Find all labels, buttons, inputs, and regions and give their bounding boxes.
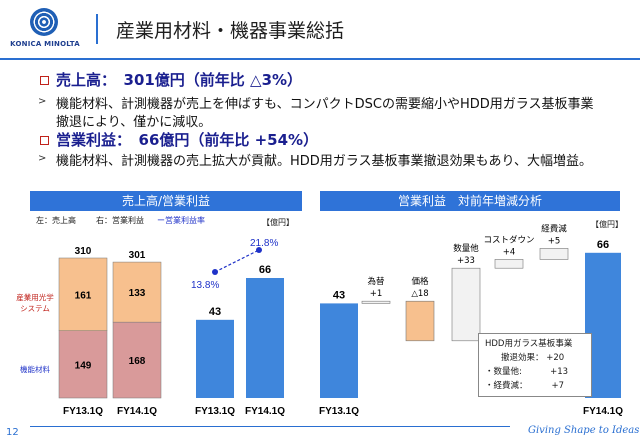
op-bullet-line1: 機能材料、計測機器の売上拡大が貢献。HDD用ガラス基板事業撤退効果もあり、大幅増… (56, 154, 593, 169)
waterfall-value-1: +1 (370, 289, 383, 299)
rate-label-1: 21.8% (250, 238, 278, 249)
waterfall-bar-2 (405, 300, 435, 342)
waterfall-bar-3 (451, 267, 481, 342)
callout-line3: ・経費減： +7 (485, 381, 564, 391)
footer-divider (30, 426, 510, 427)
page-number: 12 (6, 427, 19, 438)
hdd-callout: HDD用ガラス基板事業 撤退効果： +20 ・数量他: +13 ・経費減： +7 (478, 333, 592, 397)
company-logo-text: KONICA MINOLTA (10, 40, 80, 48)
bar-optics-0 (58, 257, 108, 331)
page-title: 産業用材料・機器事業総括 (116, 20, 345, 42)
footer-tagline: Giving Shape to Ideas (528, 425, 640, 436)
waterfall-name-4: コストダウン (483, 234, 534, 245)
label-materials-0: 149 (75, 360, 92, 371)
callout-line1: 撤退効果： +20 (501, 353, 565, 363)
bar-optics-1 (112, 261, 162, 323)
x-tick-profit-0: FY13.1Q (195, 406, 235, 417)
series-label-optics-1: 産業用光学 (16, 292, 54, 302)
rate-point-1 (256, 247, 262, 253)
waterfall-tick-0: FY13.1Q (319, 406, 359, 417)
legend-profit: 右：営業利益 (96, 216, 144, 225)
bar-materials-0 (58, 330, 108, 399)
waterfall-bar-0 (320, 303, 358, 398)
bullet-arrow-icon: > (38, 153, 47, 164)
company-logo-icon (30, 8, 58, 36)
waterfall-value-5: +5 (548, 236, 561, 246)
waterfall-value-3: +33 (457, 256, 475, 266)
waterfall-value-0: 43 (333, 289, 345, 301)
bar-profit-0 (196, 319, 234, 398)
series-label-materials: 機能材料 (20, 364, 50, 374)
sales-bullet-line1: 機能材料、計測機器が売上を伸ばすも、コンパクトDSCの需要縮小やHDD用ガラス基… (56, 97, 594, 112)
bullet-square-icon (40, 76, 49, 85)
bar-profit-1 (246, 278, 284, 398)
right-unit: 【億円】 (591, 220, 623, 229)
legend-rate: ー営業利益率 (157, 216, 205, 225)
x-tick-sales-1: FY14.1Q (117, 406, 157, 417)
sales-bullet-line2: 撤退により、僅かに減収。 (56, 115, 212, 130)
label-total-0: 310 (75, 246, 92, 257)
bullet-square-icon (40, 136, 49, 145)
x-tick-profit-1: FY14.1Q (245, 406, 285, 417)
sales-heading: 売上高： 301億円（前年比 △3%） (56, 71, 303, 89)
label-optics-0: 161 (75, 290, 92, 301)
x-tick-sales-0: FY13.1Q (63, 406, 103, 417)
title-accent-bar (96, 14, 98, 44)
waterfall-bar-5 (539, 248, 569, 260)
waterfall-bar-1 (361, 300, 391, 304)
bar-materials-1 (112, 321, 162, 399)
label-profit-1: 66 (259, 264, 271, 276)
label-materials-1: 168 (129, 356, 146, 367)
series-label-optics-2: システム (20, 304, 50, 313)
left-panel-header: 売上高/営業利益 (30, 191, 302, 211)
header-divider (0, 58, 640, 60)
waterfall-bar-4 (494, 259, 524, 269)
waterfall-tick-6: FY14.1Q (583, 406, 623, 417)
op-heading: 営業利益： 66億円（前年比 +54%） (56, 131, 319, 149)
waterfall-name-5: 経費減 (541, 223, 567, 234)
bullet-arrow-icon: > (38, 96, 47, 107)
label-profit-0: 43 (209, 306, 221, 318)
waterfall-value-6: 66 (597, 239, 609, 251)
rate-line (214, 249, 260, 273)
waterfall-name-2: 価格 (411, 276, 429, 287)
waterfall-value-2: △18 (411, 289, 428, 299)
right-panel-header: 営業利益 対前年増減分析 (320, 191, 620, 211)
rate-label-0: 13.8% (191, 280, 219, 291)
label-total-1: 301 (129, 250, 146, 261)
waterfall-value-4: +4 (503, 247, 516, 257)
label-optics-1: 133 (129, 288, 146, 299)
legend-sales: 左：売上高 (36, 216, 76, 225)
callout-title: HDD用ガラス基板事業 (485, 339, 573, 349)
left-unit: 【億円】 (262, 218, 294, 227)
callout-line2: ・数量他: +13 (485, 367, 569, 377)
waterfall-name-3: 数量他 (453, 243, 479, 254)
waterfall-name-1: 為替 (367, 276, 385, 287)
rate-point-0 (212, 269, 218, 275)
